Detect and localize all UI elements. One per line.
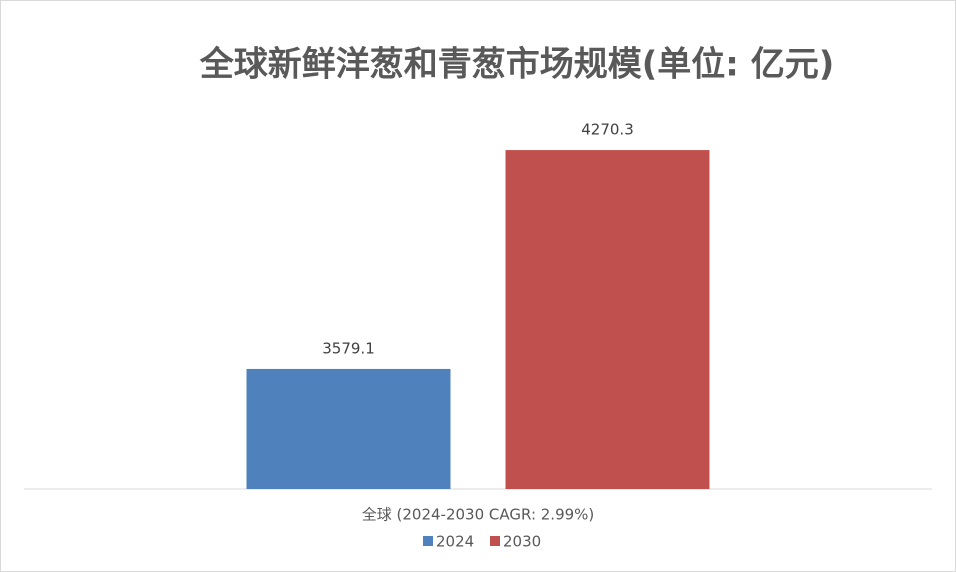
bar <box>505 150 710 490</box>
bar <box>246 368 451 489</box>
data-label: 4270.3 <box>581 121 634 139</box>
data-label: 3579.1 <box>322 339 375 357</box>
x-tick-label: 全球 (2024-2030 CAGR: 2.99%) <box>362 506 595 524</box>
legend-label: 2024 <box>436 533 474 551</box>
legend-swatch <box>490 536 500 546</box>
legend-label: 2030 <box>503 533 541 551</box>
legend-swatch <box>423 536 433 546</box>
chart-title: 全球新鲜洋葱和青葱市场规模(单位: 亿元) <box>199 45 835 85</box>
